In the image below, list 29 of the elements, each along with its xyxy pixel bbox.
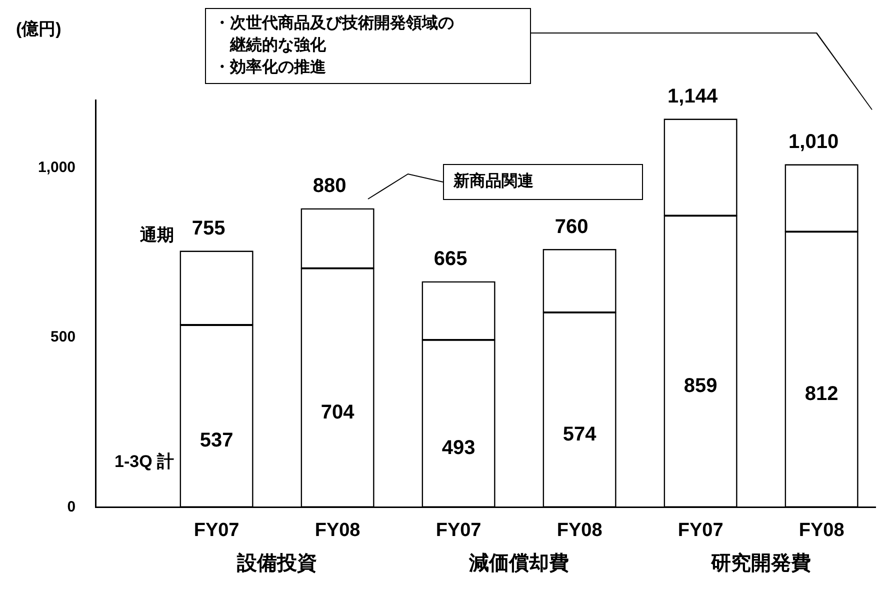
total-label: 1,010 <box>788 130 839 153</box>
data-label: 574 <box>562 423 598 446</box>
y-axis-title: (億円) <box>16 20 62 39</box>
y-tick-label: 0 <box>67 498 76 516</box>
callout-box: ・次世代商品及び技術開発領域の継続的な強化 ・効率化の推進 <box>205 8 531 84</box>
total-label: 665 <box>434 248 468 270</box>
total-label: 1,144 <box>668 86 718 108</box>
total-label: 760 <box>554 216 588 238</box>
data-label: 537 <box>200 430 234 452</box>
series-label: 通期 <box>139 226 174 245</box>
y-tick-label: 500 <box>50 328 76 346</box>
data-label: 859 <box>684 374 718 397</box>
x-tick-label: FY08 <box>798 520 844 541</box>
x-tick-label: FY07 <box>678 520 724 541</box>
data-label: 704 <box>320 401 356 424</box>
data-label: 493 <box>442 437 476 460</box>
x-tick-label: FY07 <box>194 520 240 541</box>
x-tick-label: FY07 <box>436 520 482 541</box>
x-tick-label: FY08 <box>556 520 602 541</box>
text: 減価償却費 <box>468 552 570 575</box>
series-label: 1-3Q 計 <box>114 452 174 471</box>
callout-box: 新商品関連 <box>442 164 643 200</box>
x-tick-label: FY08 <box>314 520 360 541</box>
total-label: 880 <box>312 175 346 198</box>
data-label: 812 <box>804 382 838 405</box>
y-tick-label: 1,000 <box>38 159 76 176</box>
total-label: 755 <box>192 218 226 240</box>
text: 研究開発費 <box>710 552 812 575</box>
text: 設備投資 <box>236 552 318 575</box>
